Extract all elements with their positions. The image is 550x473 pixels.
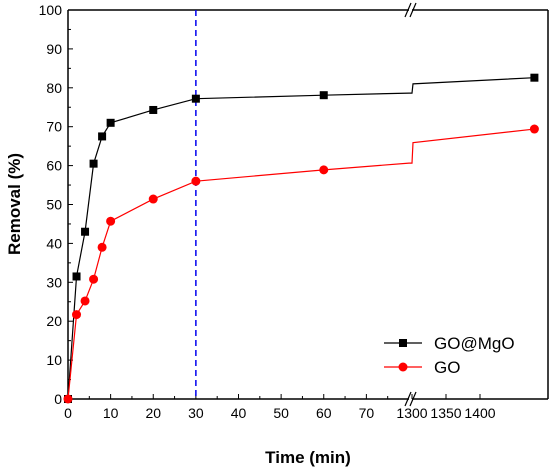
x-tick-label: 40 <box>231 405 247 421</box>
data-point <box>97 242 107 252</box>
y-axis-title: Removal (%) <box>5 153 24 255</box>
series-1 <box>64 73 539 403</box>
x-axis-title: Time (min) <box>265 448 351 467</box>
data-point <box>63 394 73 404</box>
data-point <box>191 176 201 186</box>
axis-break-mark <box>404 391 412 407</box>
legend-item: GO <box>384 358 460 377</box>
legend: GO@MgO GO <box>384 334 515 377</box>
data-point <box>106 216 116 226</box>
y-tick-label: 70 <box>46 119 62 135</box>
y-tick-label: 0 <box>54 391 62 407</box>
y-tick-label: 30 <box>46 274 62 290</box>
x-tick-label: 1400 <box>464 405 495 421</box>
y-tick-label: 10 <box>46 352 62 368</box>
legend-label: GO <box>434 358 460 377</box>
x-tick-label: 1300 <box>396 405 427 421</box>
y-tick-label: 100 <box>39 2 63 18</box>
x-tick-label: 70 <box>359 405 375 421</box>
data-point <box>191 94 200 103</box>
data-point <box>81 227 90 236</box>
data-point <box>149 105 158 114</box>
y-tick-label: 50 <box>46 197 62 213</box>
y-tick-label: 90 <box>46 41 62 57</box>
data-point <box>89 274 99 284</box>
x-tick-label: 1350 <box>430 405 461 421</box>
x-tick-label: 50 <box>273 405 289 421</box>
x-tick-label: 60 <box>316 405 332 421</box>
legend-label: GO@MgO <box>434 334 515 353</box>
data-point <box>529 124 539 134</box>
data-point <box>319 91 328 100</box>
legend-item: GO@MgO <box>384 334 515 353</box>
data-point <box>98 132 107 141</box>
data-point <box>89 159 98 168</box>
x-tick-label: 20 <box>145 405 161 421</box>
series-layer <box>63 10 539 404</box>
data-point <box>72 272 81 281</box>
series-2 <box>63 124 539 404</box>
axis-break-mark <box>409 2 417 18</box>
data-point <box>80 296 90 306</box>
series-line <box>67 128 535 400</box>
y-tick-label: 60 <box>46 158 62 174</box>
ticks: 0 10 20 30 40 50 60 70 80 90 100 0 10 20 30 40 50 60 70 130… <box>39 2 496 421</box>
data-point <box>319 165 329 175</box>
y-tick-label: 40 <box>46 235 62 251</box>
legend-marker <box>399 339 407 347</box>
x-tick-label: 0 <box>64 405 72 421</box>
x-tick-label: 30 <box>188 405 204 421</box>
data-point <box>72 310 82 320</box>
data-point <box>530 73 539 82</box>
axis-break-mark <box>404 2 412 18</box>
data-point <box>106 118 115 127</box>
x-tick-label: 10 <box>103 405 119 421</box>
data-point <box>148 194 158 204</box>
legend-marker <box>398 362 408 372</box>
y-tick-label: 80 <box>46 80 62 96</box>
y-tick-label: 20 <box>46 313 62 329</box>
axis-break-mark <box>409 391 417 407</box>
